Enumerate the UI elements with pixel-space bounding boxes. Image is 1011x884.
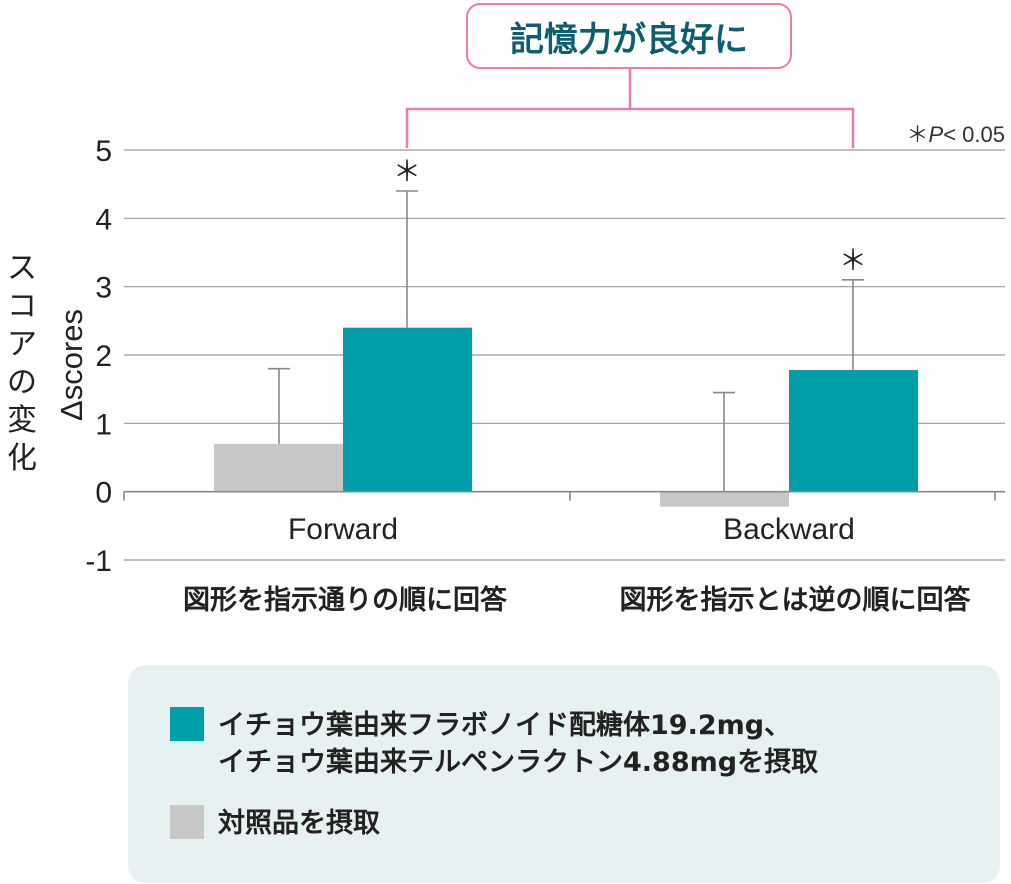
legend-label-ginkgo-line2: イチョウ葉由来テルペンラクトン4.88mgを摂取 [218,747,819,778]
y-axis-label: Δscores [54,309,89,421]
y-axis-label-jp-char: の [7,365,37,400]
callout-text: 記憶力が良好に [510,19,748,60]
legend-label-ginkgo-line1: イチョウ葉由来フラボノイド配糖体19.2mg、 [218,710,792,741]
significance-note: ＊P< 0.05 [907,117,1005,149]
y-tick-label: 4 [95,203,112,236]
callout-badge: 記憶力が良好に [466,3,792,69]
y-tick-label: 0 [95,477,112,510]
bar-chart: -1 0 1 2 3 4 5 Δscores ＊ ＊ Forward Backward 図形を指示通りの… [54,69,1005,616]
x-category-label: Forward [288,513,398,546]
y-tick-label: -1 [85,545,112,578]
y-tick-label: 3 [95,272,112,305]
legend-swatch-control [170,805,204,839]
significance-marker: ＊ [393,155,421,188]
legend-swatch-ginkgo [170,707,204,741]
bar-control-forward [214,443,343,492]
y-axis-label-jp-char: コ [7,289,37,324]
legend-label-ginkgo: イチョウ葉由来フラボノイド配糖体19.2mg、 イチョウ葉由来テルペンラクトン4… [218,707,818,781]
y-axis-label-jp-char: ス [7,251,37,286]
legend: イチョウ葉由来フラボノイド配糖体19.2mg、 イチョウ葉由来テルペンラクトン4… [128,665,1000,883]
significance-bracket [405,107,855,148]
x-category-description: 図形を指示とは逆の順に回答 [620,584,972,616]
bar-ginkgo-forward [343,327,472,492]
legend-item-ginkgo: イチョウ葉由来フラボノイド配糖体19.2mg、 イチョウ葉由来テルペンラクトン4… [170,707,818,781]
legend-label-control: 対照品を摂取 [218,808,380,839]
y-axis-label-jp-char: ア [7,327,37,362]
y-tick-label: 1 [95,408,112,441]
y-axis-label-jp: スコアの変化 [6,250,38,478]
legend-item-control: 対照品を摂取 [170,805,380,842]
bar-ginkgo-backward [789,370,918,492]
significance-threshold: < 0.05 [943,122,1005,147]
x-category-description: 図形を指示通りの順に回答 [183,584,508,616]
y-tick-label: 5 [95,135,112,168]
significance-marker: ＊ [839,244,867,277]
y-axis-label-jp-char: 化 [7,441,37,476]
bar-control-backward [660,491,789,507]
significance-p: P [928,122,944,147]
significance-symbol: ＊ [906,123,929,148]
x-category-label: Backward [723,513,855,546]
y-tick-label: 2 [95,340,112,373]
y-axis-label-jp-char: 変 [7,403,37,438]
